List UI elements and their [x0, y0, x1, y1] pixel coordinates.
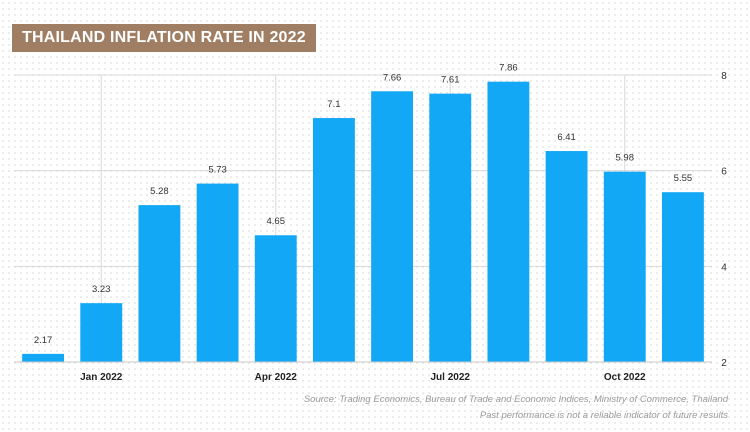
bar [371, 91, 414, 362]
y-tick-label: 6 [721, 167, 727, 178]
data-label: 5.73 [208, 165, 227, 176]
bar [545, 151, 588, 362]
x-tick-label: Oct 2022 [604, 372, 646, 383]
bar [22, 353, 65, 362]
y-tick-label: 8 [721, 71, 727, 82]
data-label: 2.17 [34, 335, 53, 346]
x-tick-label: Jul 2022 [431, 372, 471, 383]
y-tick-label: 4 [721, 262, 727, 273]
bar [138, 205, 181, 362]
data-label: 7.61 [441, 75, 460, 86]
data-label: 5.28 [150, 186, 169, 197]
disclaimer-note: Past performance is not a reliable indic… [479, 410, 728, 421]
bar [254, 235, 297, 362]
data-label: 7.1 [327, 99, 340, 110]
data-label: 5.55 [674, 173, 693, 184]
data-label: 3.23 [92, 284, 111, 295]
chart-title: THAILAND INFLATION RATE IN 2022 [12, 24, 316, 52]
bar [80, 303, 123, 362]
bar [661, 192, 704, 362]
bar [487, 81, 530, 363]
data-label: 7.86 [499, 63, 518, 74]
y-tick-label: 2 [721, 358, 727, 369]
data-label: 5.98 [616, 153, 635, 164]
source-note: Source: Trading Economics, Bureau of Tra… [303, 394, 728, 405]
bar [429, 93, 472, 362]
bar [603, 171, 646, 362]
data-label: 7.66 [383, 72, 402, 83]
bar [196, 183, 239, 362]
x-tick-label: Apr 2022 [255, 372, 298, 383]
bar [312, 118, 355, 362]
x-tick-label: Jan 2022 [80, 372, 123, 383]
data-label: 4.65 [267, 216, 286, 227]
data-label: 6.41 [557, 132, 576, 143]
